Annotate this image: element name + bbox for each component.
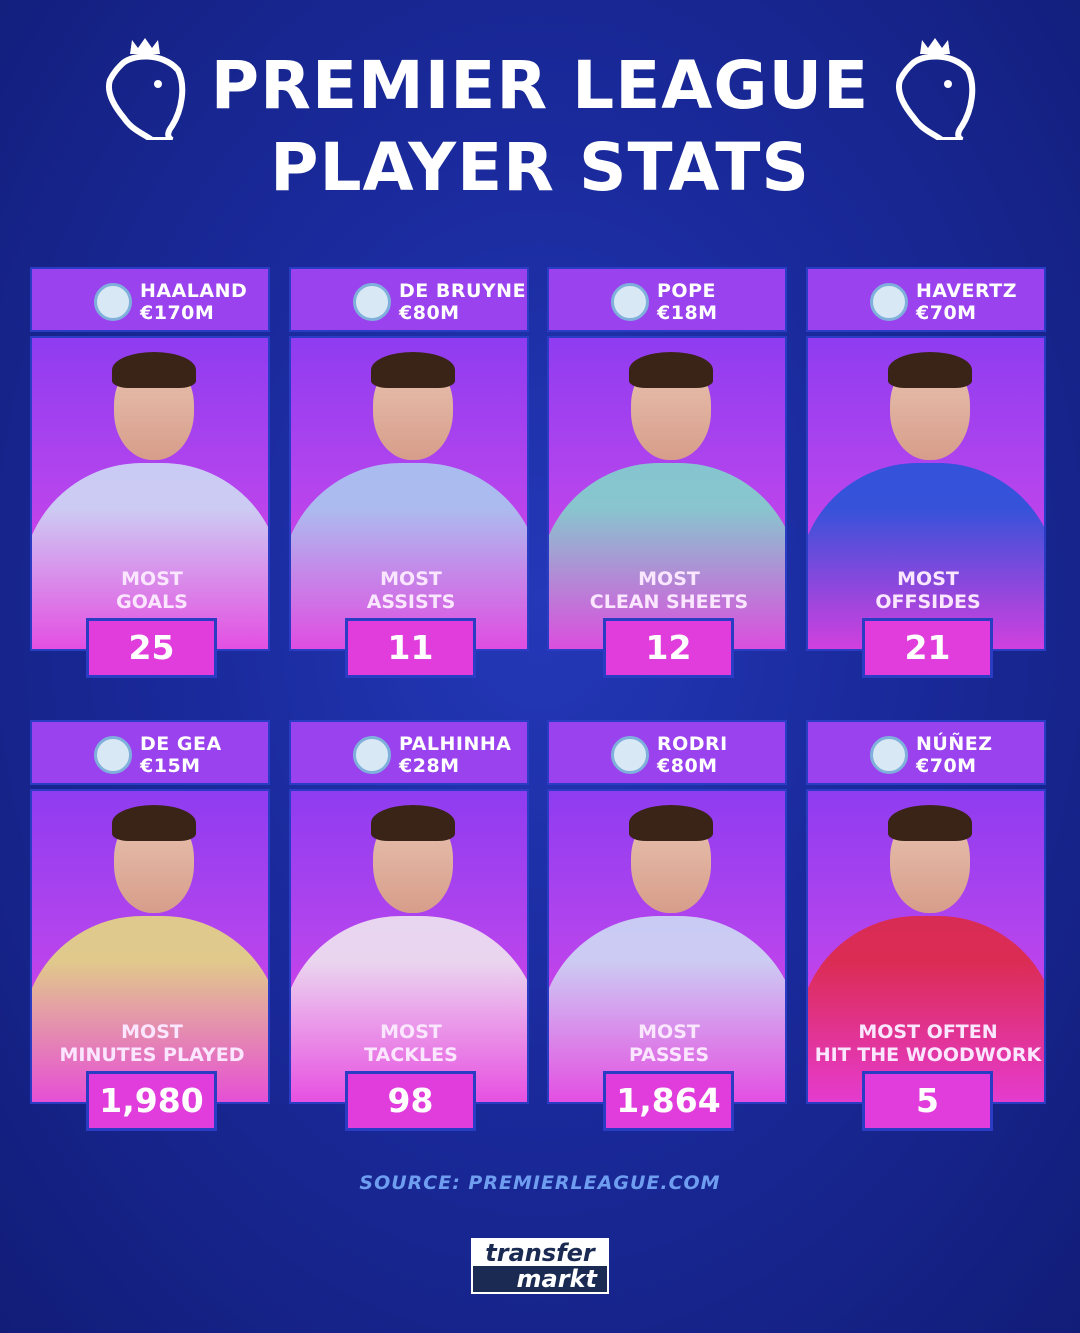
stat-label-line2: HIT THE WOODWORK xyxy=(814,1044,1042,1066)
player-value: €18M xyxy=(657,302,718,324)
stat-label-line2: TACKLES xyxy=(364,1044,458,1066)
player-name: DE BRUYNE xyxy=(399,280,527,302)
stat-label-line1: MOST OFTEN xyxy=(858,1021,998,1043)
player-hair xyxy=(112,805,196,841)
stat-label-line1: MOST xyxy=(380,568,442,590)
player-photo: MOST TACKLES xyxy=(289,789,529,1104)
player-value: €170M xyxy=(140,302,215,324)
man-city-crest-icon xyxy=(94,283,132,321)
stat-label-line1: MOST xyxy=(638,1021,700,1043)
chelsea-crest-icon xyxy=(870,283,908,321)
stat-label-line1: MOST xyxy=(380,1021,442,1043)
liverpool-crest-icon xyxy=(870,736,908,774)
player-hair xyxy=(629,805,713,841)
player-photo: MOST PASSES xyxy=(547,789,787,1104)
card-header: DE BRUYNE €80M xyxy=(289,267,529,332)
stat-value: 1,980 xyxy=(86,1071,217,1131)
stat-label-line1: MOST xyxy=(121,1021,183,1043)
logo-line1: transfer xyxy=(485,1239,595,1267)
player-card: DE BRUYNE €80M MOST ASSISTS 11 xyxy=(289,267,529,679)
stat-value: 25 xyxy=(86,618,217,678)
stat-value: 98 xyxy=(345,1071,476,1131)
premier-league-lion-icon xyxy=(106,38,186,140)
fulham-crest-icon xyxy=(353,736,391,774)
player-card: PALHINHA €28M MOST TACKLES 98 xyxy=(289,720,529,1132)
player-photo: MOST CLEAN SHEETS xyxy=(547,336,787,651)
stat-value: 5 xyxy=(862,1071,993,1131)
player-hair xyxy=(371,805,455,841)
stat-label-line1: MOST xyxy=(121,568,183,590)
premier-league-lion-icon xyxy=(896,38,976,140)
stat-label-line2: ASSISTS xyxy=(366,591,456,613)
player-hair xyxy=(888,352,972,388)
player-name: PALHINHA xyxy=(399,733,512,755)
player-name: NÚÑEZ xyxy=(916,733,993,755)
man-city-crest-icon xyxy=(353,283,391,321)
stat-label-line1: MOST xyxy=(638,568,700,590)
player-hair xyxy=(371,352,455,388)
stat-label-line2: CLEAN SHEETS xyxy=(589,591,749,613)
player-card: POPE €18M MOST CLEAN SHEETS 12 xyxy=(547,267,787,679)
player-card: RODRI €80M MOST PASSES 1,864 xyxy=(547,720,787,1132)
card-header: HAVERTZ €70M xyxy=(806,267,1046,332)
man-city-crest-icon xyxy=(611,736,649,774)
page-title-line1: PREMIER LEAGUE xyxy=(210,47,870,124)
source-text: SOURCE: PREMIERLEAGUE.COM xyxy=(359,1172,721,1194)
player-hair xyxy=(629,352,713,388)
player-value: €80M xyxy=(399,302,460,324)
player-name: POPE xyxy=(657,280,716,302)
player-photo: MOST MINUTES PLAYED xyxy=(30,789,270,1104)
player-value: €80M xyxy=(657,755,718,777)
logo-line2: markt xyxy=(473,1266,607,1292)
stat-label-line2: MINUTES PLAYED xyxy=(59,1044,245,1066)
stat-value: 11 xyxy=(345,618,476,678)
transfermarkt-logo: transfer markt xyxy=(471,1238,609,1294)
card-header: PALHINHA €28M xyxy=(289,720,529,785)
card-header: NÚÑEZ €70M xyxy=(806,720,1046,785)
player-name: HAVERTZ xyxy=(916,280,1018,302)
player-photo: MOST OFTEN HIT THE WOODWORK xyxy=(806,789,1046,1104)
player-value: €70M xyxy=(916,755,977,777)
player-value: €28M xyxy=(399,755,460,777)
man-united-crest-icon xyxy=(94,736,132,774)
stat-value: 21 xyxy=(862,618,993,678)
card-header: POPE €18M xyxy=(547,267,787,332)
player-value: €15M xyxy=(140,755,201,777)
player-photo: MOST OFFSIDES xyxy=(806,336,1046,651)
player-photo: MOST GOALS xyxy=(30,336,270,651)
card-header: RODRI €80M xyxy=(547,720,787,785)
player-name: RODRI xyxy=(657,733,728,755)
page-title-line2: PLAYER STATS xyxy=(270,129,810,206)
newcastle-crest-icon xyxy=(611,283,649,321)
stat-label-line2: OFFSIDES xyxy=(875,591,981,613)
player-value: €70M xyxy=(916,302,977,324)
card-header: DE GEA €15M xyxy=(30,720,270,785)
player-card: DE GEA €15M MOST MINUTES PLAYED 1,980 xyxy=(30,720,270,1132)
stat-value: 12 xyxy=(603,618,734,678)
player-card: HAVERTZ €70M MOST OFFSIDES 21 xyxy=(806,267,1046,679)
player-name: HAALAND xyxy=(140,280,248,302)
player-hair xyxy=(888,805,972,841)
player-name: DE GEA xyxy=(140,733,222,755)
player-card: NÚÑEZ €70M MOST OFTEN HIT THE WOODWORK 5 xyxy=(806,720,1046,1132)
player-photo: MOST ASSISTS xyxy=(289,336,529,651)
stat-label-line2: PASSES xyxy=(628,1044,710,1066)
card-header: HAALAND €170M xyxy=(30,267,270,332)
stat-label-line1: MOST xyxy=(897,568,959,590)
player-hair xyxy=(112,352,196,388)
stat-label-line2: GOALS xyxy=(116,591,188,613)
player-card: HAALAND €170M MOST GOALS 25 xyxy=(30,267,270,679)
stat-value: 1,864 xyxy=(603,1071,734,1131)
